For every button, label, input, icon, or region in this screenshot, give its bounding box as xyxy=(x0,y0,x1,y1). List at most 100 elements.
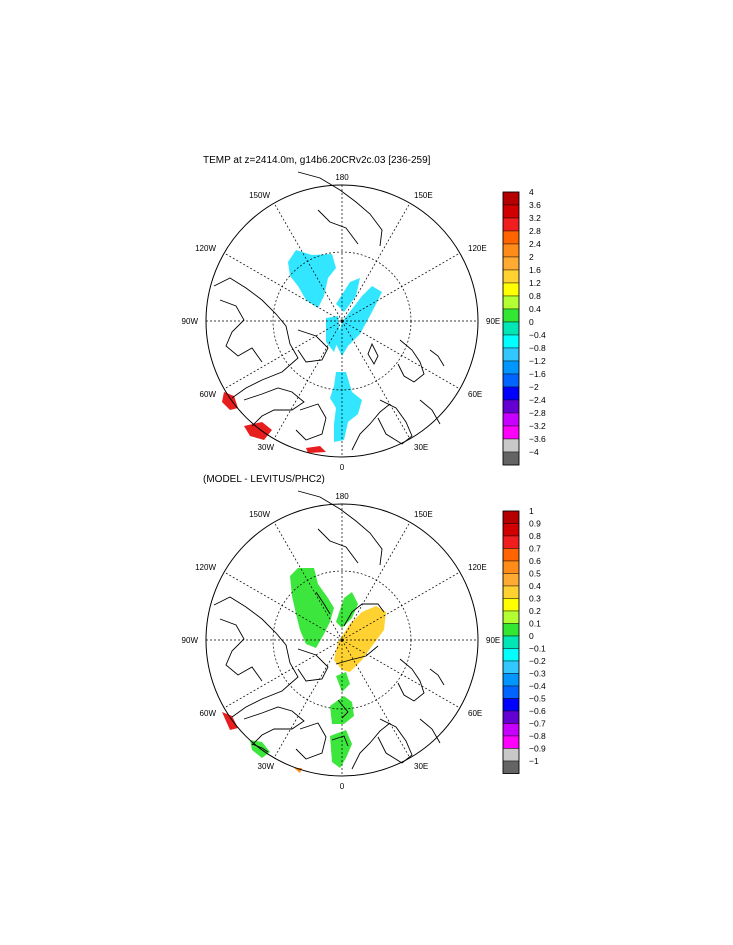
colorbar-swatch xyxy=(502,735,520,749)
colorbar-swatch xyxy=(502,269,520,284)
panel2-title: (MODEL - LEVITUS/PHC2) xyxy=(203,474,325,485)
colorbar-label: 1.6 xyxy=(529,265,541,275)
colorbar-swatch xyxy=(502,673,520,687)
colorbar-swatch xyxy=(502,204,520,219)
colorbar-swatch xyxy=(502,373,520,388)
field-patch xyxy=(336,672,350,692)
field-patch xyxy=(336,278,360,312)
colorbar-2: 1 0.9 0.8 0.7 0.6 0.5 0.4 0.3 0.2 0.1 0 −0.1 −0.2 −0.… xyxy=(502,506,546,774)
lon-label: 150W xyxy=(249,191,270,200)
colorbar-label: 0.3 xyxy=(529,594,541,604)
lon-label: 30W xyxy=(258,762,275,771)
colorbar-label: 0.6 xyxy=(529,556,541,566)
colorbar-label: −0.5 xyxy=(529,694,546,704)
lon-label: 150E xyxy=(414,510,433,519)
colorbar-swatch xyxy=(502,598,520,612)
colorbar-label: 0.4 xyxy=(529,581,541,591)
colorbar-label: 4 xyxy=(529,187,534,197)
colorbar-swatch xyxy=(502,282,520,297)
colorbar-swatch xyxy=(502,295,520,310)
colorbar-label: 0.8 xyxy=(529,291,541,301)
colorbar-label: −0.4 xyxy=(529,330,546,340)
colorbar-swatch xyxy=(502,451,520,466)
colorbar-label: 3.2 xyxy=(529,213,541,223)
lon-label: 90W xyxy=(182,317,199,326)
lon-label: 180 xyxy=(335,492,349,501)
colorbar-label: 0.5 xyxy=(529,569,541,579)
lon-label: 30E xyxy=(414,762,428,771)
field-patch xyxy=(288,250,336,308)
map-boundary xyxy=(205,503,479,777)
colorbar-label: 0 xyxy=(529,631,534,641)
map-panel-1: 180 0 90W 90E 150W 120W 60W 30W 150E 120… xyxy=(182,171,546,472)
colorbar-swatch xyxy=(502,685,520,699)
colorbar-label: −2.4 xyxy=(529,395,546,405)
colorbar-swatch xyxy=(502,660,520,674)
colorbar-label: −3.2 xyxy=(529,421,546,431)
colorbar-label: 0.1 xyxy=(529,619,541,629)
colorbar-label: 0.9 xyxy=(529,519,541,529)
field-patch xyxy=(330,730,352,768)
colorbar-swatch xyxy=(502,710,520,724)
colorbar-label: −4 xyxy=(529,447,539,457)
colorbar-swatch xyxy=(502,399,520,414)
lon-label: 150E xyxy=(414,191,433,200)
colorbar-swatch xyxy=(502,230,520,245)
lon-label: 120W xyxy=(195,244,216,253)
field-patch xyxy=(334,606,386,672)
lon-label: 120E xyxy=(468,563,487,572)
colorbar-swatch xyxy=(502,760,520,774)
lon-label: 0 xyxy=(340,782,345,791)
colorbar-label: −0.8 xyxy=(529,343,546,353)
colorbar-swatch xyxy=(502,623,520,637)
field-patch xyxy=(222,392,238,410)
colorbar-swatch xyxy=(502,610,520,624)
colorbar-swatch xyxy=(502,648,520,662)
colorbar-swatch xyxy=(502,425,520,440)
colorbar-swatch xyxy=(502,573,520,587)
colorbar-1: 4 3.6 3.2 2.8 2.4 2 1.6 1.2 0.8 0.4 0 −0.4 −0.8 −1.2 −… xyxy=(502,187,546,466)
lon-label: 60W xyxy=(200,709,217,718)
field-patch xyxy=(330,372,362,442)
colorbar-label: 1 xyxy=(529,506,534,516)
colorbar-label: −1.2 xyxy=(529,356,546,366)
colorbar-swatch xyxy=(502,191,520,206)
lon-label: 30E xyxy=(414,443,428,452)
lon-label: 120E xyxy=(468,244,487,253)
field-patch xyxy=(306,446,326,453)
colorbar-label: −2.8 xyxy=(529,408,546,418)
colorbar-swatch xyxy=(502,360,520,375)
colorbar-swatch xyxy=(502,560,520,574)
colorbar-label: −0.7 xyxy=(529,719,546,729)
colorbar-frame xyxy=(502,191,520,466)
lon-label: 60E xyxy=(468,390,482,399)
colorbar-label: 2 xyxy=(529,252,534,262)
colorbar-label: −1.6 xyxy=(529,369,546,379)
lon-label: 90W xyxy=(182,636,199,645)
lon-label: 30W xyxy=(258,443,275,452)
colorbar-swatch xyxy=(502,438,520,453)
coastlines xyxy=(213,490,445,770)
colorbar-frame xyxy=(502,510,520,774)
lon-label: 60E xyxy=(468,709,482,718)
lon-label: 90E xyxy=(486,317,500,326)
colorbar-label: −0.8 xyxy=(529,731,546,741)
temp-field-negative xyxy=(288,250,382,442)
lon-label: 150W xyxy=(249,510,270,519)
colorbar-swatch xyxy=(502,523,520,537)
colorbar-label: 0.7 xyxy=(529,544,541,554)
lon-label: 180 xyxy=(335,173,349,182)
graticule xyxy=(206,185,478,457)
colorbar-swatch xyxy=(502,510,520,524)
lon-label: 0 xyxy=(340,463,345,472)
colorbar-label: 2.8 xyxy=(529,226,541,236)
colorbar-label: −2 xyxy=(529,382,539,392)
panel1-title: TEMP at z=2414.0m, g14b6.20CRv2c.03 [236… xyxy=(203,155,431,166)
diff-field-small-positive xyxy=(290,568,358,768)
colorbar-label: −1 xyxy=(529,756,539,766)
colorbar-swatch xyxy=(502,321,520,336)
field-patch xyxy=(336,592,358,628)
colorbar-label: 1.2 xyxy=(529,278,541,288)
colorbar-swatch xyxy=(502,347,520,362)
map-boundary xyxy=(205,184,479,458)
